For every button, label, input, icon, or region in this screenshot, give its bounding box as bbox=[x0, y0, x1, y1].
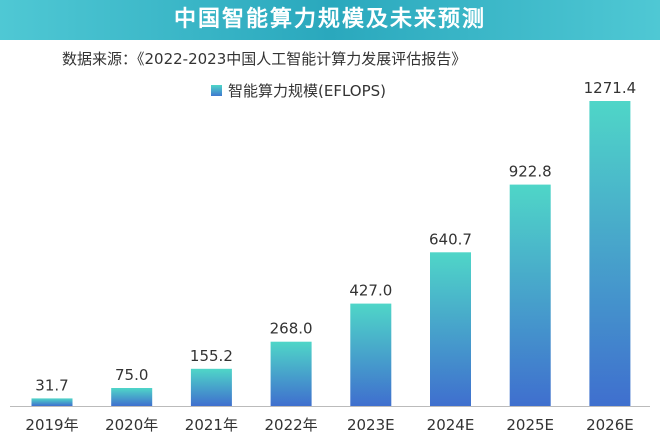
legend-swatch bbox=[211, 84, 222, 96]
x-tick-label-6: 2025E bbox=[506, 416, 554, 434]
x-tick-label-1: 2020年 bbox=[105, 416, 158, 434]
chart-subtitle: 数据来源：《2022-2023中国人工智能计算力发展评估报告》 bbox=[62, 50, 467, 68]
bar-7 bbox=[589, 101, 631, 406]
x-tick-label-0: 2019年 bbox=[25, 416, 78, 434]
x-tick-label-2: 2021年 bbox=[185, 416, 238, 434]
bar-3 bbox=[270, 341, 312, 406]
bar-2 bbox=[190, 368, 232, 406]
data-label-7: 1271.4 bbox=[584, 79, 637, 97]
chart-title: 中国智能算力规模及未来预测 bbox=[173, 7, 486, 32]
x-tick-label-7: 2026E bbox=[586, 416, 634, 434]
bar-0 bbox=[31, 398, 73, 406]
x-tick-label-3: 2022年 bbox=[265, 416, 318, 434]
bar-5 bbox=[430, 252, 471, 406]
data-label-2: 155.2 bbox=[190, 347, 233, 365]
bar-4 bbox=[350, 303, 392, 406]
legend: 智能算力规模(EFLOPS) bbox=[211, 80, 386, 100]
bar-1 bbox=[111, 388, 153, 406]
legend-label: 智能算力规模(EFLOPS) bbox=[228, 81, 387, 100]
bar-6 bbox=[509, 184, 551, 406]
data-label-5: 640.7 bbox=[429, 230, 472, 248]
data-label-4: 427.0 bbox=[349, 282, 392, 300]
data-label-0: 31.7 bbox=[35, 376, 68, 394]
title-banner: 中国智能算力规模及未来预测 bbox=[0, 0, 660, 40]
data-label-3: 268.0 bbox=[270, 320, 313, 338]
data-label-1: 75.0 bbox=[115, 366, 148, 384]
data-label-6: 922.8 bbox=[509, 163, 552, 181]
x-tick-label-5: 2024E bbox=[427, 416, 475, 434]
x-tick-label-4: 2023E bbox=[347, 416, 395, 434]
